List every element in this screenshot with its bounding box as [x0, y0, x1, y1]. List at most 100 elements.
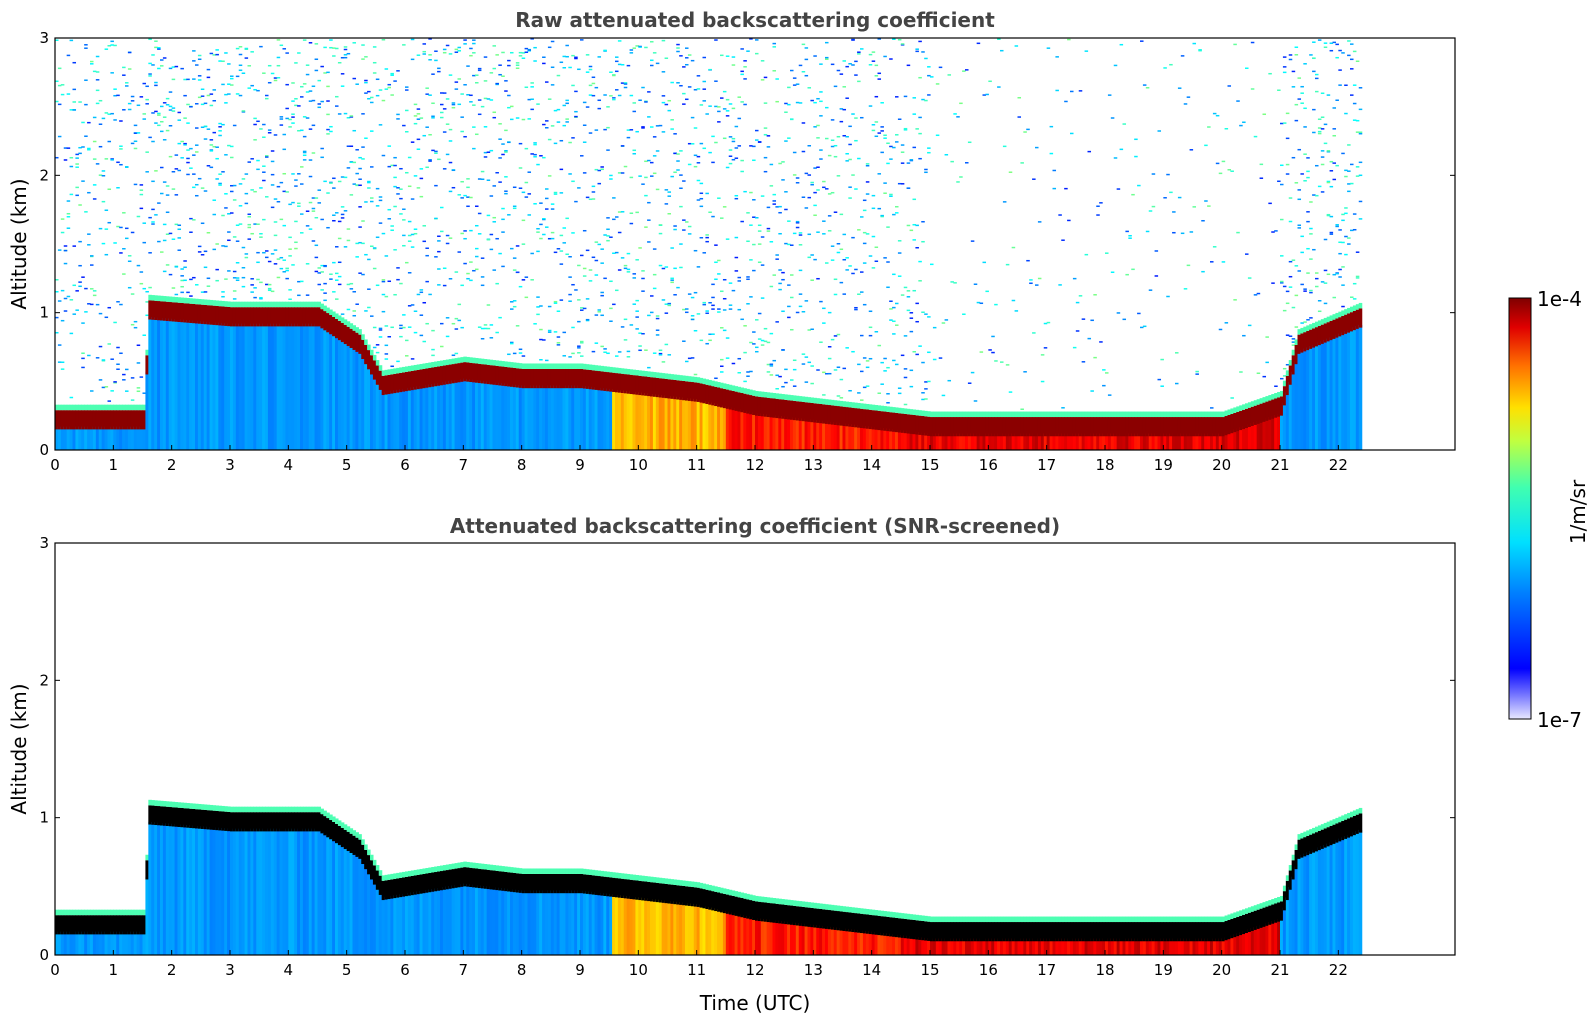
cloud-layer-cell	[390, 374, 394, 394]
heatmap-cell	[693, 903, 698, 955]
heatmap-cell	[588, 386, 593, 450]
noise-speck	[107, 113, 112, 115]
noise-speck	[78, 146, 82, 149]
noise-speck	[480, 105, 485, 108]
noise-speck	[75, 166, 79, 168]
cloud-edge-cell	[714, 381, 718, 387]
cloud-layer-cell	[305, 307, 310, 327]
heatmap-cell	[652, 899, 657, 955]
cloud-edge-cell	[337, 315, 342, 321]
noise-speck	[448, 237, 453, 239]
noise-speck	[530, 108, 534, 111]
cloud-edge-cell	[810, 397, 814, 403]
noise-speck	[962, 70, 966, 72]
noise-speck	[162, 139, 167, 141]
noise-speck	[98, 123, 103, 125]
noise-speck	[638, 332, 642, 334]
x-tick-label: 16	[979, 456, 998, 474]
noise-speck	[702, 303, 707, 306]
noise-speck	[807, 145, 812, 147]
noise-speck	[682, 229, 686, 231]
noise-speck	[632, 110, 637, 113]
cloud-layer-cell	[1043, 417, 1048, 437]
heatmap-cell	[612, 389, 616, 450]
heatmap-cell	[830, 421, 835, 450]
cloud-edge-cell	[434, 361, 438, 368]
noise-speck	[265, 196, 269, 198]
heatmap-cell	[953, 433, 957, 450]
noise-speck	[189, 231, 193, 233]
noise-speck	[1122, 318, 1127, 321]
noise-speck	[635, 45, 639, 47]
cloud-edge-cell	[848, 401, 852, 408]
noise-speck	[635, 259, 639, 261]
noise-speck	[979, 351, 984, 353]
noise-speck	[746, 212, 750, 214]
noise-speck	[107, 188, 112, 191]
heatmap-cell	[1096, 433, 1100, 450]
noise-speck	[588, 94, 593, 96]
noise-speck	[81, 276, 85, 278]
heatmap-cell	[434, 888, 438, 955]
noise-speck	[1230, 397, 1234, 399]
heatmap-cell	[203, 321, 208, 450]
cloud-edge-cell	[305, 806, 310, 813]
noise-speck	[994, 360, 998, 362]
heatmap-cell	[897, 429, 902, 450]
cloud-edge-cell	[78, 404, 82, 411]
cloud-edge-cell	[75, 404, 79, 411]
cloud-edge-cell	[323, 305, 327, 312]
heatmap-cell	[189, 825, 193, 955]
noise-speck	[769, 363, 774, 365]
noise-speck	[915, 48, 919, 50]
cloud-edge-cell	[1131, 411, 1135, 418]
noise-speck	[238, 46, 243, 48]
noise-speck	[559, 139, 564, 142]
noise-speck	[139, 376, 144, 378]
noise-speck	[895, 205, 899, 208]
noise-speck	[332, 47, 336, 49]
heatmap-cell	[597, 387, 602, 450]
cloud-edge-cell	[510, 362, 514, 368]
noise-speck	[483, 324, 488, 326]
noise-speck	[302, 159, 307, 161]
cloud-edge-cell	[206, 299, 211, 306]
noise-speck	[1134, 155, 1138, 158]
noise-speck	[1175, 352, 1179, 354]
noise-speck	[836, 242, 841, 245]
noise-speck	[708, 301, 712, 304]
noise-speck	[1329, 231, 1334, 234]
heatmap-cell	[655, 394, 660, 450]
heatmap-cell	[206, 321, 211, 450]
noise-speck	[282, 148, 287, 151]
noise-speck	[588, 132, 593, 134]
cloud-edge-cell	[358, 834, 362, 840]
noise-speck	[883, 182, 887, 184]
heatmap-cell	[1032, 433, 1036, 450]
cloud-layer-cell	[792, 400, 797, 421]
noise-speck	[1052, 187, 1057, 190]
noise-speck	[200, 88, 205, 91]
noise-speck	[574, 200, 578, 203]
heatmap-cell	[244, 323, 249, 450]
noise-speck	[472, 126, 476, 128]
noise-speck	[542, 217, 546, 220]
noise-speck	[480, 284, 485, 287]
noise-speck	[90, 264, 94, 266]
heatmap-cell	[329, 331, 333, 450]
noise-speck	[165, 211, 170, 214]
noise-speck	[1072, 277, 1077, 280]
x-tick-label: 2	[167, 456, 177, 474]
cloud-layer-cell	[609, 372, 613, 392]
noise-speck	[804, 300, 809, 302]
cloud-edge-cell	[437, 866, 441, 872]
noise-speck	[235, 262, 240, 264]
noise-speck	[720, 290, 724, 293]
cloud-layer-cell	[410, 875, 415, 896]
heatmap-cell	[317, 828, 322, 955]
noise-speck	[1303, 180, 1307, 182]
cloud-layer-cell	[825, 404, 829, 424]
noise-speck	[845, 65, 849, 68]
noise-speck	[626, 268, 631, 271]
noise-speck	[775, 374, 779, 377]
